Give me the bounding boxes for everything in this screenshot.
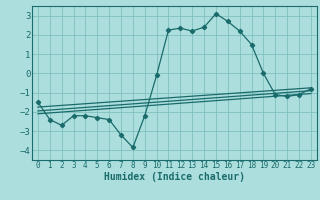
X-axis label: Humidex (Indice chaleur): Humidex (Indice chaleur) — [104, 172, 245, 182]
